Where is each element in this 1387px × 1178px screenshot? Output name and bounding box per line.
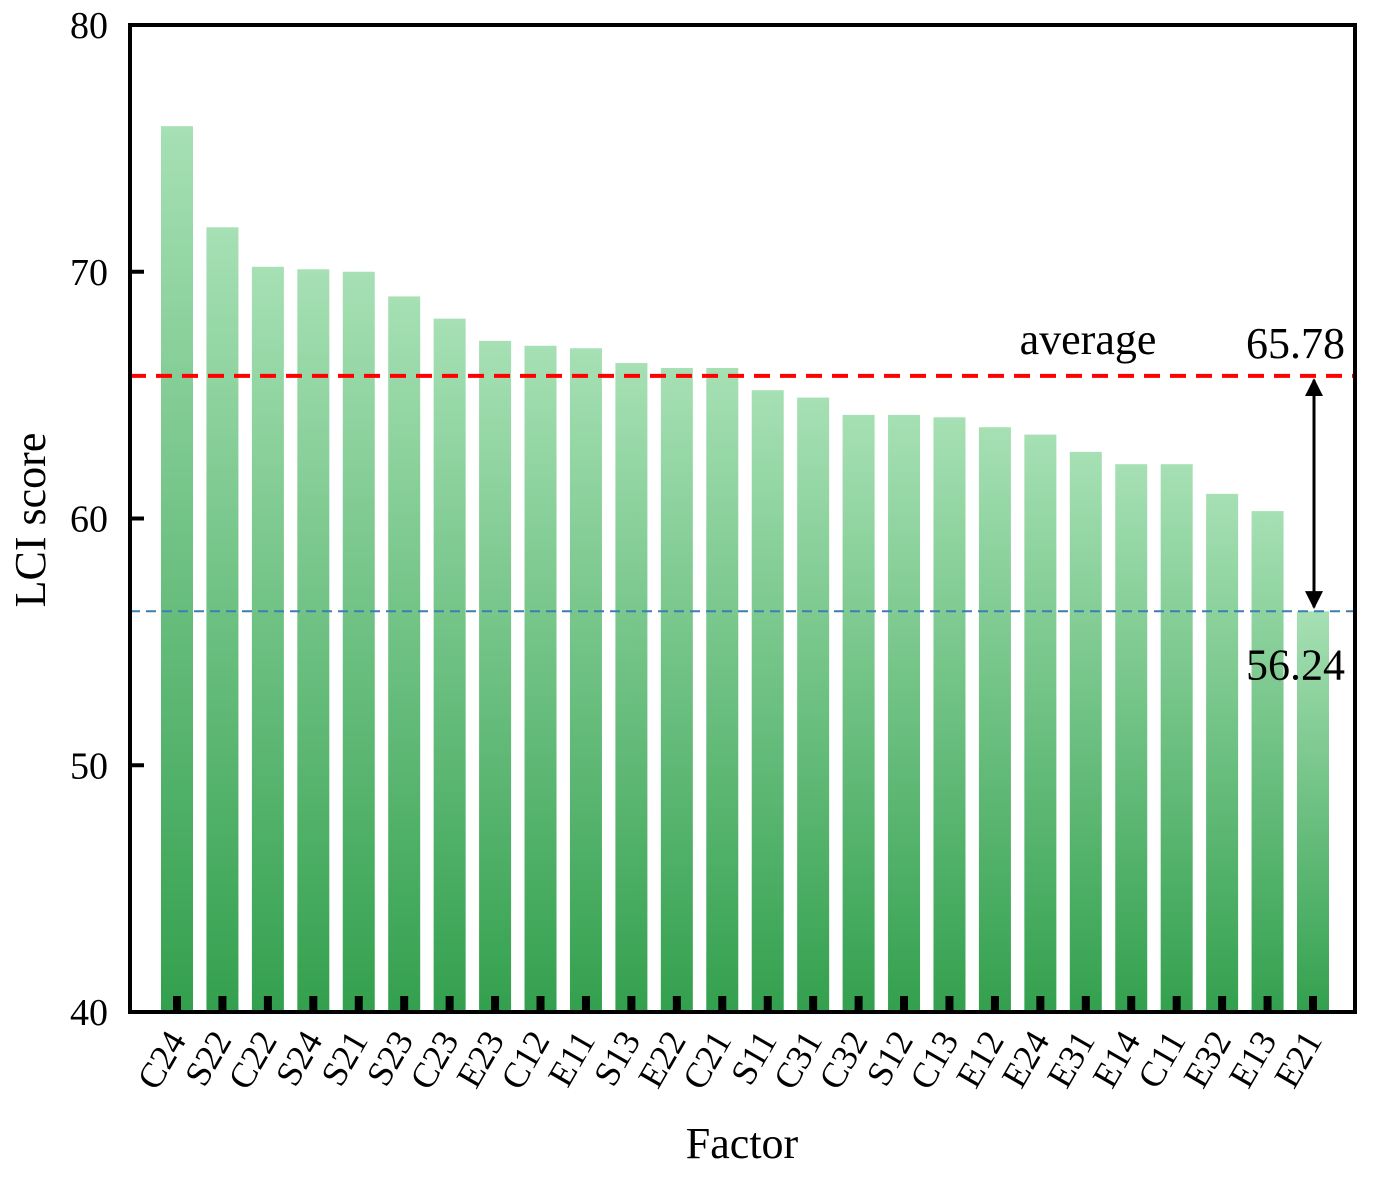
reference-label: average <box>1020 315 1157 364</box>
bar <box>797 397 830 1012</box>
x-tick <box>400 996 409 1012</box>
bar <box>1069 451 1102 1012</box>
bar <box>251 266 284 1012</box>
x-tick <box>445 996 454 1012</box>
x-tick <box>1081 996 1090 1012</box>
x-tick <box>1036 996 1045 1012</box>
bar <box>1206 493 1239 1012</box>
x-tick <box>491 996 500 1012</box>
bar <box>842 414 875 1012</box>
x-axis-title: Factor <box>686 1119 799 1168</box>
x-tick <box>1263 996 1272 1012</box>
x-tick <box>627 996 636 1012</box>
x-tick <box>173 996 181 1012</box>
y-axis-title: LCI score <box>6 433 55 608</box>
x-tick <box>718 996 727 1012</box>
bar <box>660 367 693 1012</box>
bar <box>1024 434 1057 1013</box>
x-tick <box>854 996 863 1012</box>
bar <box>978 427 1011 1012</box>
x-tick <box>1127 996 1136 1012</box>
bar <box>388 296 421 1012</box>
bar <box>342 271 375 1012</box>
x-tick <box>900 996 909 1012</box>
bar <box>569 348 602 1012</box>
x-tick <box>581 996 590 1012</box>
y-tick-label: 50 <box>70 745 108 787</box>
bar <box>1115 464 1148 1013</box>
x-tick <box>263 996 272 1012</box>
x-tick <box>945 996 954 1012</box>
x-tick <box>536 996 545 1012</box>
x-tick <box>990 996 999 1012</box>
y-tick-label: 80 <box>70 5 108 47</box>
bar <box>706 367 739 1012</box>
x-tick <box>218 996 227 1012</box>
y-tick-label: 60 <box>70 499 108 541</box>
bar <box>751 390 784 1012</box>
bar <box>933 417 966 1012</box>
plot-frame <box>128 23 1357 1014</box>
x-tick <box>763 996 772 1012</box>
bar <box>1160 464 1193 1013</box>
bar <box>297 269 330 1013</box>
bar <box>524 345 557 1012</box>
x-tick <box>1309 996 1317 1012</box>
x-tick <box>672 996 681 1012</box>
bar <box>161 126 193 1013</box>
bar <box>479 340 512 1013</box>
reference-value: 56.24 <box>1246 640 1345 689</box>
x-tick <box>309 996 318 1012</box>
bar <box>433 318 466 1012</box>
bar <box>1297 611 1329 1012</box>
bar <box>206 227 239 1012</box>
x-tick <box>354 996 363 1012</box>
y-tick-label: 70 <box>70 252 108 294</box>
x-tick <box>809 996 818 1012</box>
reference-value: 65.78 <box>1246 319 1345 368</box>
y-tick-label: 40 <box>70 992 108 1034</box>
x-tick <box>1218 996 1227 1012</box>
bar <box>615 363 648 1012</box>
bar <box>1251 511 1284 1012</box>
bar <box>888 414 921 1012</box>
x-tick-label: E21 <box>1266 1024 1330 1094</box>
x-tick <box>1172 996 1181 1012</box>
